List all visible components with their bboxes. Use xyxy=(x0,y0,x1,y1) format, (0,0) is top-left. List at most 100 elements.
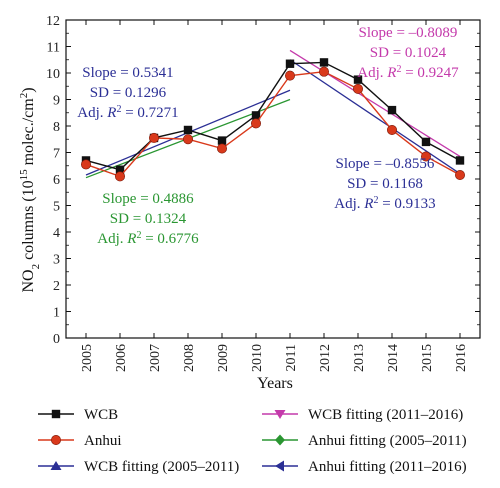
y-title-suffix: ) xyxy=(20,87,37,92)
data-point xyxy=(183,125,193,135)
adj-prefix: Adj. xyxy=(97,231,127,247)
data-point xyxy=(319,58,329,67)
legend-label: Anhui fitting (2005–2011) xyxy=(308,433,467,449)
y-tick-label: 9 xyxy=(53,94,60,109)
x-tick-label: 2007 xyxy=(148,344,163,372)
y-tick-label: 2 xyxy=(53,279,60,294)
x-tick-label: 2009 xyxy=(216,344,231,372)
y-title-sup2: 2 xyxy=(18,93,30,99)
data-point xyxy=(454,170,465,181)
y-tick-label: 6 xyxy=(53,173,60,188)
x-tick-label: 2011 xyxy=(284,344,299,371)
x-tick-label: 2006 xyxy=(114,344,129,372)
adj-prefix: Adj. xyxy=(77,105,107,121)
annotation-slope: Slope = –0.8556 xyxy=(336,156,435,172)
adj-r: R xyxy=(106,105,116,121)
y-tick-label: 5 xyxy=(53,200,60,215)
legend-marker xyxy=(50,461,62,470)
data-point xyxy=(421,137,431,147)
x-tick-label: 2008 xyxy=(182,344,197,372)
annotation-adj-r2: Adj. R2 = 0.9247 xyxy=(357,64,459,82)
adj-value: = 0.6776 xyxy=(141,231,199,247)
fit-annotation: Slope = –0.8089 SD = 0.1024 Adj. R2 = 0.92… xyxy=(357,25,459,81)
legend: WCB WCB fitting (2011–2016) Anhui Anhui fit… xyxy=(38,407,467,475)
data-point xyxy=(81,159,92,170)
annotation-slope: Slope = –0.8089 xyxy=(359,25,458,41)
data-point xyxy=(149,132,160,143)
fit-line xyxy=(289,59,461,175)
legend-marker xyxy=(51,409,61,419)
annotation-slope: Slope = 0.4886 xyxy=(102,191,194,207)
adj-sup: 2 xyxy=(136,230,141,241)
series-lines xyxy=(81,58,465,182)
data-point xyxy=(386,124,397,135)
legend-item: Anhui fitting (2011–2016) xyxy=(262,459,467,475)
adj-sup: 2 xyxy=(373,195,378,206)
annotation-adj-r2: Adj. R2 = 0.7271 xyxy=(77,104,178,122)
adj-value: = 0.9133 xyxy=(378,196,435,212)
legend-item: WCB xyxy=(38,407,118,423)
adj-r: R xyxy=(363,196,373,212)
data-point xyxy=(455,156,465,165)
data-point xyxy=(115,165,125,174)
data-point xyxy=(353,75,363,84)
series-line xyxy=(85,61,461,171)
data-point xyxy=(183,134,194,145)
x-tick-label: 2013 xyxy=(352,344,367,372)
legend-label: Anhui fitting (2011–2016) xyxy=(308,459,467,475)
data-point xyxy=(318,66,329,77)
y-tick-label: 1 xyxy=(53,306,60,321)
fit-annotation: Slope = 0.4886 SD = 0.1324 Adj. R2 = 0.677… xyxy=(97,191,199,247)
x-tick-label: 2016 xyxy=(454,344,469,372)
x-tick-label: 2005 xyxy=(80,344,95,372)
adj-value: = 0.7271 xyxy=(121,105,178,121)
y-tick-label: 3 xyxy=(53,253,60,268)
fit-annotation: Slope = –0.8556 SD = 0.1168 Adj. R2 = 0.91… xyxy=(334,156,435,212)
annotation-adj-r2: Adj. R2 = 0.9133 xyxy=(334,195,435,213)
data-point xyxy=(285,59,295,68)
annotation-sd: SD = 0.1168 xyxy=(347,176,423,192)
y-tick-label: 8 xyxy=(53,120,60,135)
legend-label: WCB fitting (2005–2011) xyxy=(84,459,239,475)
annotation-sd: SD = 0.1296 xyxy=(90,85,167,101)
data-point xyxy=(115,171,126,182)
annotation-sd: SD = 0.1024 xyxy=(370,45,447,61)
adj-prefix: Adj. xyxy=(334,196,364,212)
y-tick-label: 4 xyxy=(53,226,60,241)
fit-annotation: Slope = 0.5341 SD = 0.1296 Adj. R2 = 0.727… xyxy=(77,65,178,121)
y-tick-label: 0 xyxy=(53,332,60,347)
data-point xyxy=(217,143,228,154)
y-tick-label: 12 xyxy=(46,14,60,29)
legend-label: WCB fitting (2011–2016) xyxy=(308,407,463,423)
y-title-sub: 2 xyxy=(30,264,42,270)
legend-marker xyxy=(50,434,61,445)
x-tick-label: 2015 xyxy=(420,344,435,372)
y-title-mid: columns (10 xyxy=(20,180,37,264)
legend-item: WCB fitting (2005–2011) xyxy=(38,459,239,475)
annotation-adj-r2: Adj. R2 = 0.6776 xyxy=(97,230,199,248)
legend-label: Anhui xyxy=(84,433,122,449)
y-title-prefix: NO xyxy=(20,269,37,292)
y-title-sup: 15 xyxy=(18,169,30,181)
data-point xyxy=(217,136,227,145)
x-tick-label: 2012 xyxy=(318,344,333,372)
data-point xyxy=(387,105,397,115)
adj-r: R xyxy=(126,231,136,247)
legend-marker xyxy=(274,410,286,419)
y-axis-title: NO2 columns (1015 molec./cm2) xyxy=(18,87,42,292)
data-point xyxy=(352,83,363,94)
y-tick-label: 10 xyxy=(46,67,60,82)
legend-item: Anhui fitting (2005–2011) xyxy=(262,433,467,449)
fit-line xyxy=(289,49,461,158)
y-tick-label: 11 xyxy=(47,41,60,56)
adj-r: R xyxy=(386,65,396,81)
legend-item: Anhui xyxy=(38,433,122,449)
annotation-slope: Slope = 0.5341 xyxy=(82,65,173,81)
annotation-sd: SD = 0.1324 xyxy=(110,211,187,227)
legend-marker xyxy=(275,460,284,472)
adj-sup: 2 xyxy=(116,104,121,115)
